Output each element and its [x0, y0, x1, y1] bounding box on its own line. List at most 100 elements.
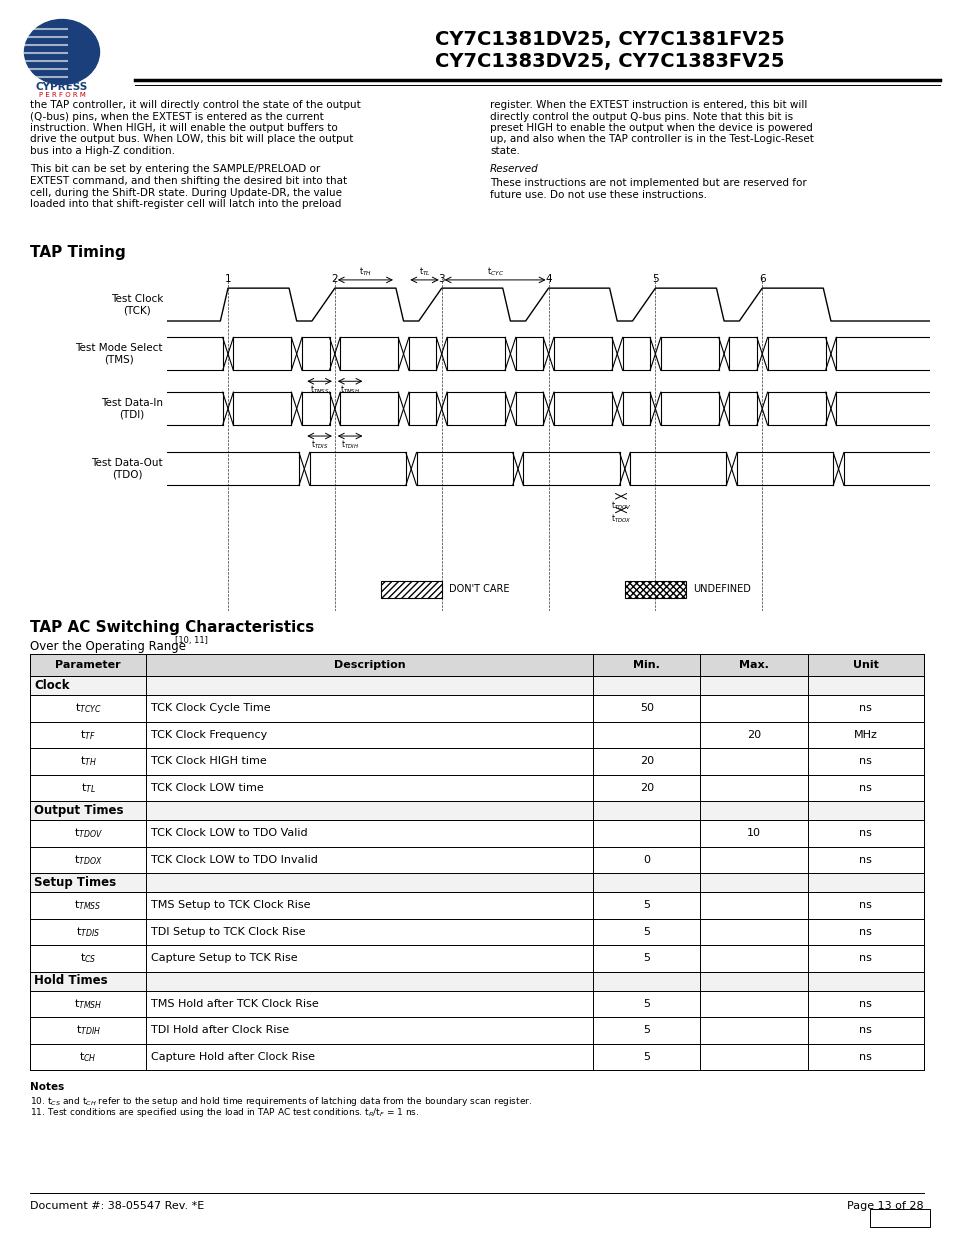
Bar	[233, 337, 291, 370]
Bar	[409, 393, 436, 425]
Text: t$_{TMSH}$: t$_{TMSH}$	[73, 997, 102, 1010]
Bar	[302, 337, 329, 370]
Text: ns: ns	[859, 1025, 871, 1035]
Text: t$_{CS}$: t$_{CS}$	[80, 951, 96, 965]
Text: ns: ns	[859, 900, 871, 910]
Bar	[167, 393, 222, 425]
Bar	[233, 393, 291, 425]
Text: register. When the EXTEST instruction is entered, this bit will: register. When the EXTEST instruction is…	[490, 100, 806, 110]
Text: 10: 10	[746, 829, 760, 839]
Bar	[30, 820, 923, 846]
Bar	[30, 945, 923, 972]
Bar	[622, 393, 649, 425]
Text: Parameter: Parameter	[55, 659, 121, 671]
Bar	[554, 337, 611, 370]
Text: TAP Timing: TAP Timing	[30, 245, 126, 261]
Text: 5: 5	[642, 1025, 650, 1035]
Text: Min.: Min.	[633, 659, 659, 671]
Bar	[767, 393, 824, 425]
Bar	[622, 337, 649, 370]
Text: 5: 5	[642, 900, 650, 910]
Text: up, and also when the TAP controller is in the Test-Logic-Reset: up, and also when the TAP controller is …	[490, 135, 813, 144]
Text: 0: 0	[642, 855, 650, 864]
Text: t$_{TDIH}$: t$_{TDIH}$	[341, 438, 358, 451]
Bar	[30, 990, 923, 1016]
Text: UNDEFINED: UNDEFINED	[693, 584, 751, 594]
Text: Max.: Max.	[739, 659, 768, 671]
Text: 5: 5	[642, 953, 650, 963]
Text: bus into a High-Z condition.: bus into a High-Z condition.	[30, 146, 174, 156]
Text: t$_{TDOX}$: t$_{TDOX}$	[73, 853, 102, 867]
Bar	[30, 721, 923, 748]
Bar	[447, 337, 504, 370]
Text: t$_{TDIH}$: t$_{TDIH}$	[75, 1024, 101, 1037]
Bar	[167, 452, 298, 485]
Text: Clock: Clock	[34, 679, 70, 692]
Bar	[30, 748, 923, 774]
Text: Test Clock
(TCK): Test Clock (TCK)	[111, 294, 163, 315]
Bar	[167, 337, 222, 370]
Text: t$_{TDIS}$: t$_{TDIS}$	[311, 438, 328, 451]
Text: 50: 50	[639, 703, 653, 714]
Text: 5: 5	[642, 999, 650, 1009]
Bar	[516, 393, 542, 425]
Text: Setup Times: Setup Times	[34, 876, 116, 889]
Bar	[836, 393, 929, 425]
Text: Over the Operating Range: Over the Operating Range	[30, 640, 186, 653]
Text: Reserved: Reserved	[490, 164, 538, 174]
Text: Notes: Notes	[30, 1082, 64, 1092]
Text: Test Data-Out
(TDO): Test Data-Out (TDO)	[91, 458, 163, 479]
Bar	[30, 873, 923, 892]
Bar	[409, 337, 436, 370]
Text: 20: 20	[639, 756, 653, 766]
Bar	[30, 892, 923, 919]
Text: the TAP controller, it will directly control the state of the output: the TAP controller, it will directly con…	[30, 100, 360, 110]
Text: Page 13 of 28: Page 13 of 28	[846, 1200, 923, 1212]
Text: t$_{TL}$: t$_{TL}$	[418, 266, 430, 278]
Text: TCK Clock HIGH time: TCK Clock HIGH time	[152, 756, 267, 766]
Text: (Q-bus) pins, when the EXTEST is entered as the current: (Q-bus) pins, when the EXTEST is entered…	[30, 111, 323, 121]
Bar	[310, 452, 405, 485]
Text: preset HIGH to enable the output when the device is powered: preset HIGH to enable the output when th…	[490, 124, 812, 133]
Text: [10, 11]: [10, 11]	[174, 636, 208, 645]
Text: t$_{TDOV}$: t$_{TDOV}$	[610, 499, 631, 511]
Text: TMS Hold after TCK Clock Rise: TMS Hold after TCK Clock Rise	[152, 999, 318, 1009]
Text: Document #: 38-05547 Rev. *E: Document #: 38-05547 Rev. *E	[30, 1200, 204, 1212]
Text: ns: ns	[859, 999, 871, 1009]
Text: TCK Clock LOW to TDO Valid: TCK Clock LOW to TDO Valid	[152, 829, 308, 839]
Bar	[624, 582, 685, 598]
Text: Description: Description	[334, 659, 405, 671]
Text: t$_{TDOV}$: t$_{TDOV}$	[73, 826, 103, 840]
Bar	[767, 337, 824, 370]
Text: 6: 6	[759, 274, 764, 284]
Text: 5: 5	[652, 274, 658, 284]
Bar	[729, 337, 756, 370]
Text: instruction. When HIGH, it will enable the output buffers to: instruction. When HIGH, it will enable t…	[30, 124, 337, 133]
Bar	[843, 452, 929, 485]
Text: t$_{TDIS}$: t$_{TDIS}$	[76, 925, 100, 939]
Text: TCK Clock LOW time: TCK Clock LOW time	[152, 783, 264, 793]
Text: ns: ns	[859, 703, 871, 714]
Text: t$_{TH}$: t$_{TH}$	[80, 755, 96, 768]
Text: directly control the output Q-bus pins. Note that this bit is: directly control the output Q-bus pins. …	[490, 111, 792, 121]
Bar	[30, 695, 923, 721]
Text: Capture Setup to TCK Rise: Capture Setup to TCK Rise	[152, 953, 297, 963]
Bar	[302, 393, 329, 425]
Text: This bit can be set by entering the SAMPLE/PRELOAD or: This bit can be set by entering the SAMP…	[30, 164, 320, 174]
Text: 10. t$_{CS}$ and t$_{CH}$ refer to the setup and hold time requirements of latch: 10. t$_{CS}$ and t$_{CH}$ refer to the s…	[30, 1095, 532, 1108]
Bar	[30, 774, 923, 802]
Bar	[30, 802, 923, 820]
Text: Capture Hold after Clock Rise: Capture Hold after Clock Rise	[152, 1052, 314, 1062]
Text: TDI Setup to TCK Clock Rise: TDI Setup to TCK Clock Rise	[152, 926, 305, 937]
Text: ns: ns	[859, 855, 871, 864]
Bar	[523, 452, 618, 485]
Bar	[30, 1044, 923, 1070]
Bar	[416, 452, 512, 485]
Bar	[660, 393, 718, 425]
Bar	[30, 655, 923, 676]
Bar	[729, 393, 756, 425]
Text: ns: ns	[859, 953, 871, 963]
Text: CY7C1383DV25, CY7C1383FV25: CY7C1383DV25, CY7C1383FV25	[435, 53, 784, 72]
Text: loaded into that shift-register cell will latch into the preload: loaded into that shift-register cell wil…	[30, 199, 341, 209]
Text: 11. Test conditions are specified using the load in TAP AC test conditions. t$_{: 11. Test conditions are specified using …	[30, 1107, 419, 1119]
